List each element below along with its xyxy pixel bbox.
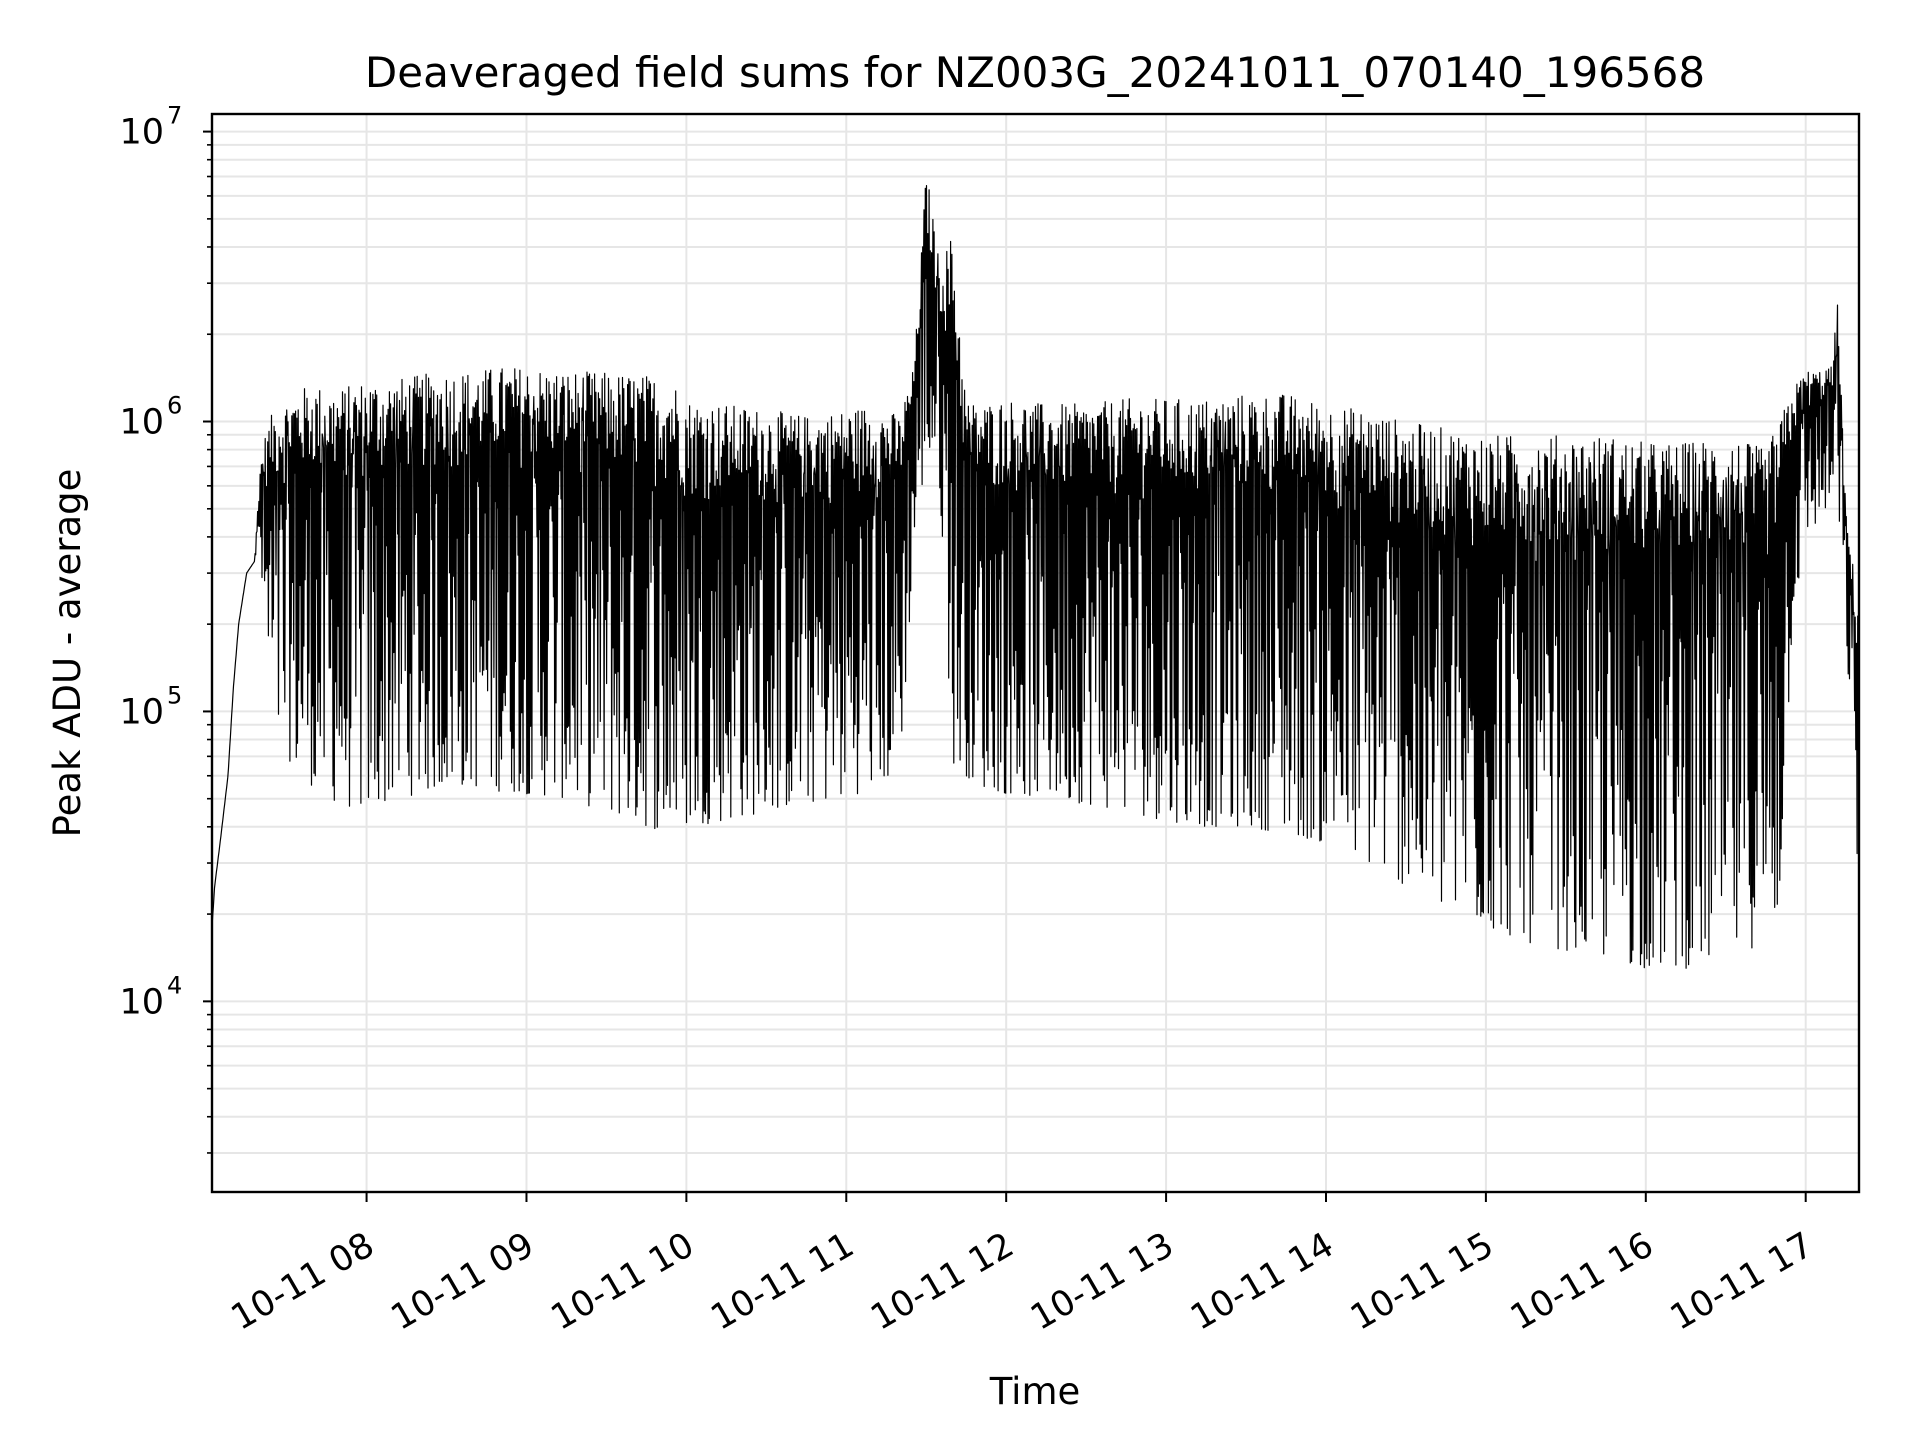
- y-tick-base: 10: [119, 692, 164, 732]
- plot-frame: [210, 112, 1861, 1194]
- y-tick-base: 10: [119, 113, 164, 153]
- y-tick-label: 10: [119, 113, 164, 153]
- series-layer: [211, 185, 1860, 969]
- y-tick-base: 10: [119, 982, 164, 1022]
- y-tick-base: 10: [119, 403, 164, 443]
- y-tick-exponent: 7: [167, 102, 182, 130]
- y-tick-label: 10: [119, 692, 164, 732]
- y-tick-exponent: 4: [167, 971, 182, 999]
- y-axis-label: Peak ADU - average: [46, 469, 89, 838]
- series-line: [211, 185, 1860, 969]
- y-tick-label: 10: [119, 982, 164, 1022]
- x-axis-label: Time: [989, 1370, 1081, 1413]
- y-tick-exponent: 6: [167, 392, 182, 420]
- chart-title: Deaveraged field sums for NZ003G_2024101…: [365, 48, 1705, 97]
- y-tick-label: 10: [119, 403, 164, 443]
- y-tick-exponent: 5: [167, 681, 182, 709]
